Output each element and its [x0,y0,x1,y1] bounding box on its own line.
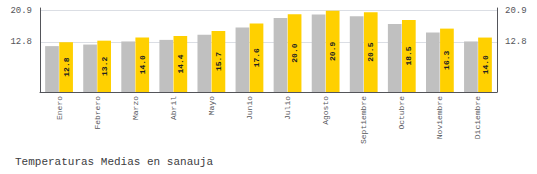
svg-text:Julio: Julio [283,96,292,120]
svg-text:18.5: 18.5 [404,46,413,65]
svg-text:20.0: 20.0 [290,43,299,62]
svg-text:20.5: 20.5 [366,42,375,61]
svg-text:Febrero: Febrero [93,96,102,130]
svg-text:Diciembre: Diciembre [473,96,482,139]
svg-text:15.7: 15.7 [214,52,223,71]
svg-text:Agosto: Agosto [321,96,330,125]
svg-text:Octubre: Octubre [397,96,406,130]
svg-text:Mayo: Mayo [207,96,216,115]
svg-text:14.0: 14.0 [481,55,490,74]
svg-text:17.6: 17.6 [252,48,261,67]
svg-text:14.4: 14.4 [176,54,185,73]
svg-text:Noviembre: Noviembre [435,96,444,139]
svg-text:Marzo: Marzo [131,96,140,120]
svg-text:Enero: Enero [55,96,64,120]
svg-text:16.3: 16.3 [442,51,451,70]
svg-text:12.8: 12.8 [62,57,71,76]
svg-text:Temperaturas Medias en sanauja: Temperaturas Medias en sanauja [15,156,213,168]
svg-text:12.8: 12.8 [10,37,32,47]
svg-text:20.9: 20.9 [505,6,527,16]
svg-text:13.2: 13.2 [100,57,109,76]
svg-text:14.0: 14.0 [138,55,147,74]
svg-text:20.9: 20.9 [328,42,337,61]
svg-text:12.8: 12.8 [505,37,527,47]
svg-text:Septiembre: Septiembre [359,96,368,144]
svg-text:Junio: Junio [245,96,254,120]
svg-text:20.9: 20.9 [10,6,32,16]
svg-text:Abril: Abril [169,96,178,120]
